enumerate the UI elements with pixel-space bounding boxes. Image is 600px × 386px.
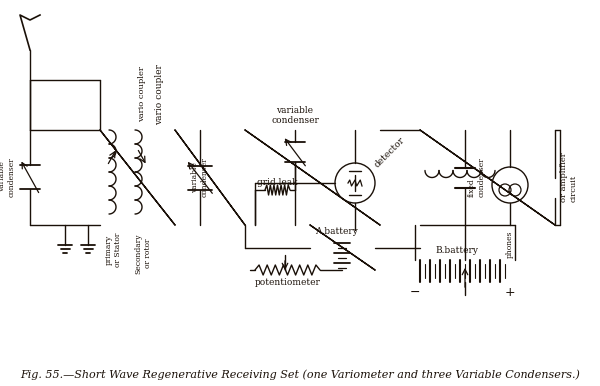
Text: grid leak: grid leak: [257, 178, 298, 187]
Text: detector: detector: [373, 135, 407, 169]
Text: fixed
condenser: fixed condenser: [468, 157, 485, 197]
Text: +: +: [505, 286, 515, 299]
Text: or amplifier
circuit: or amplifier circuit: [560, 152, 577, 202]
Text: Fig. 55.—Short Wave Regenerative Receiving Set (one Variometer and three Variabl: Fig. 55.—Short Wave Regenerative Receivi…: [20, 370, 580, 380]
Text: vario coupler: vario coupler: [139, 66, 146, 122]
Text: A.battery: A.battery: [315, 227, 358, 236]
Text: variable
condenser: variable condenser: [271, 106, 319, 125]
Text: variable
condenser: variable condenser: [191, 157, 209, 197]
Text: Secondary
or rotor: Secondary or rotor: [134, 233, 152, 274]
Text: B.battery: B.battery: [435, 246, 478, 255]
Text: variable
condenser: variable condenser: [0, 157, 16, 197]
Text: vario coupler: vario coupler: [155, 64, 164, 125]
Text: primary
or Stator: primary or Stator: [104, 233, 122, 267]
Text: potentiometer: potentiometer: [254, 278, 320, 287]
Text: phones: phones: [506, 230, 514, 257]
Text: −: −: [410, 286, 420, 299]
